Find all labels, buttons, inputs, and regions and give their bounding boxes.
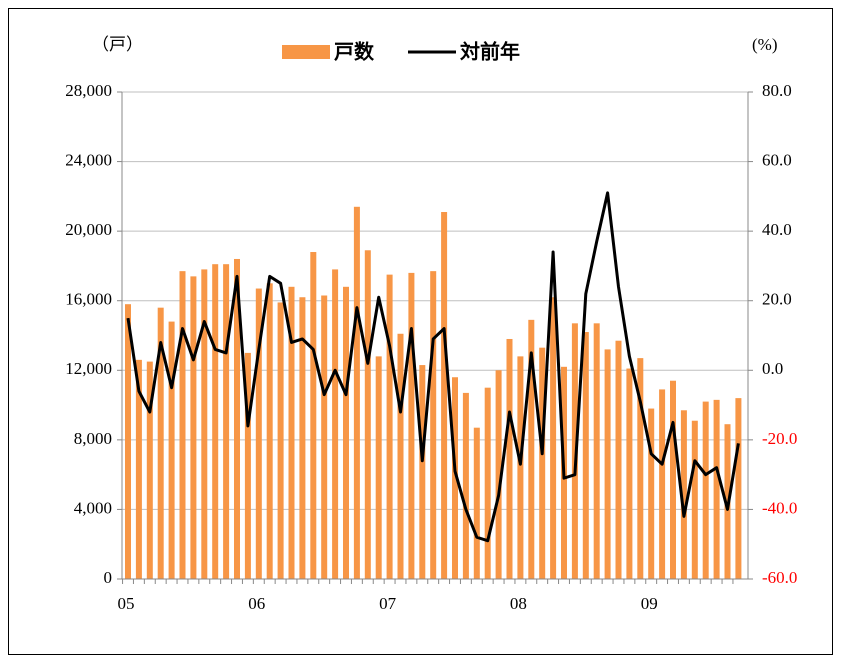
bar: [135, 359, 142, 579]
bar: [343, 286, 349, 579]
bar: [615, 340, 622, 579]
y2-tick-label: 0.0: [762, 359, 783, 378]
x-tick-label: 07: [379, 594, 397, 613]
bar: [637, 358, 644, 579]
bar: [593, 323, 600, 579]
bar: [288, 286, 295, 579]
x-tick-label: 06: [248, 594, 265, 613]
y2-axis-title: (%): [752, 35, 777, 54]
legend-label: 戸数: [334, 39, 375, 63]
bar: [125, 304, 131, 579]
y-tick-label: 16,000: [65, 290, 112, 309]
x-tick-label: 09: [641, 594, 658, 613]
y2-tick-label: -20.0: [762, 429, 797, 448]
bar: [397, 333, 404, 579]
bar: [419, 365, 426, 579]
bar: [539, 347, 546, 579]
bar: [168, 321, 175, 579]
y-tick-label: 28,000: [65, 81, 112, 100]
bar: [670, 380, 676, 579]
bar: [441, 212, 448, 579]
bar: [234, 258, 240, 579]
legend-swatch: [282, 45, 330, 59]
bar: [201, 269, 208, 579]
bar: [430, 271, 437, 579]
bar: [626, 368, 633, 579]
bar: [680, 410, 687, 579]
bar: [517, 356, 524, 579]
y2-tick-label: 40.0: [762, 220, 792, 239]
bar: [495, 370, 502, 579]
bar: [473, 427, 480, 579]
bar: [462, 392, 469, 579]
x-tick-label: 08: [510, 594, 527, 613]
bar: [255, 288, 262, 579]
bar: [735, 398, 742, 579]
bar: [659, 389, 666, 579]
frame: [8, 8, 833, 655]
bar: [353, 206, 360, 580]
bar: [702, 401, 709, 579]
bar: [386, 274, 393, 579]
y-tick-label: 20,000: [65, 220, 112, 239]
bar: [310, 252, 317, 579]
bar: [550, 297, 557, 579]
bar: [713, 399, 720, 579]
y2-tick-label: 20.0: [762, 290, 792, 309]
bar: [506, 338, 513, 579]
bar: [266, 283, 273, 579]
bar: [332, 269, 339, 579]
bar: [321, 295, 328, 579]
y-axis-title: （戸）: [92, 35, 143, 54]
y2-tick-label: -40.0: [762, 498, 797, 517]
y2-tick-label: -60.0: [762, 568, 797, 587]
bar: [375, 356, 382, 579]
bar: [244, 352, 251, 579]
y-tick-label: 12,000: [65, 359, 112, 378]
y-tick-label: 24,000: [65, 150, 112, 169]
bar: [277, 302, 284, 579]
bar: [484, 387, 491, 579]
x-tick-label: 05: [118, 594, 135, 613]
bar: [691, 420, 698, 579]
y2-tick-label: 60.0: [762, 150, 792, 169]
bar: [223, 264, 230, 579]
legend-label: 対前年: [459, 39, 520, 63]
bar: [364, 250, 371, 579]
y-tick-label: 8,000: [74, 429, 112, 448]
bar: [604, 349, 611, 579]
bar: [157, 307, 164, 579]
bar: [408, 272, 415, 579]
y-tick-label: 0: [104, 568, 113, 587]
bar: [146, 361, 153, 579]
bar: [582, 332, 589, 579]
bar: [648, 408, 655, 579]
bar: [452, 377, 458, 579]
bar: [179, 271, 186, 579]
y-tick-label: 4,000: [74, 498, 112, 517]
y2-tick-label: 80.0: [762, 81, 792, 100]
bar: [190, 276, 197, 579]
line-series: [126, 191, 740, 543]
bar: [212, 264, 219, 579]
bar: [528, 319, 535, 579]
bar: [299, 297, 306, 579]
